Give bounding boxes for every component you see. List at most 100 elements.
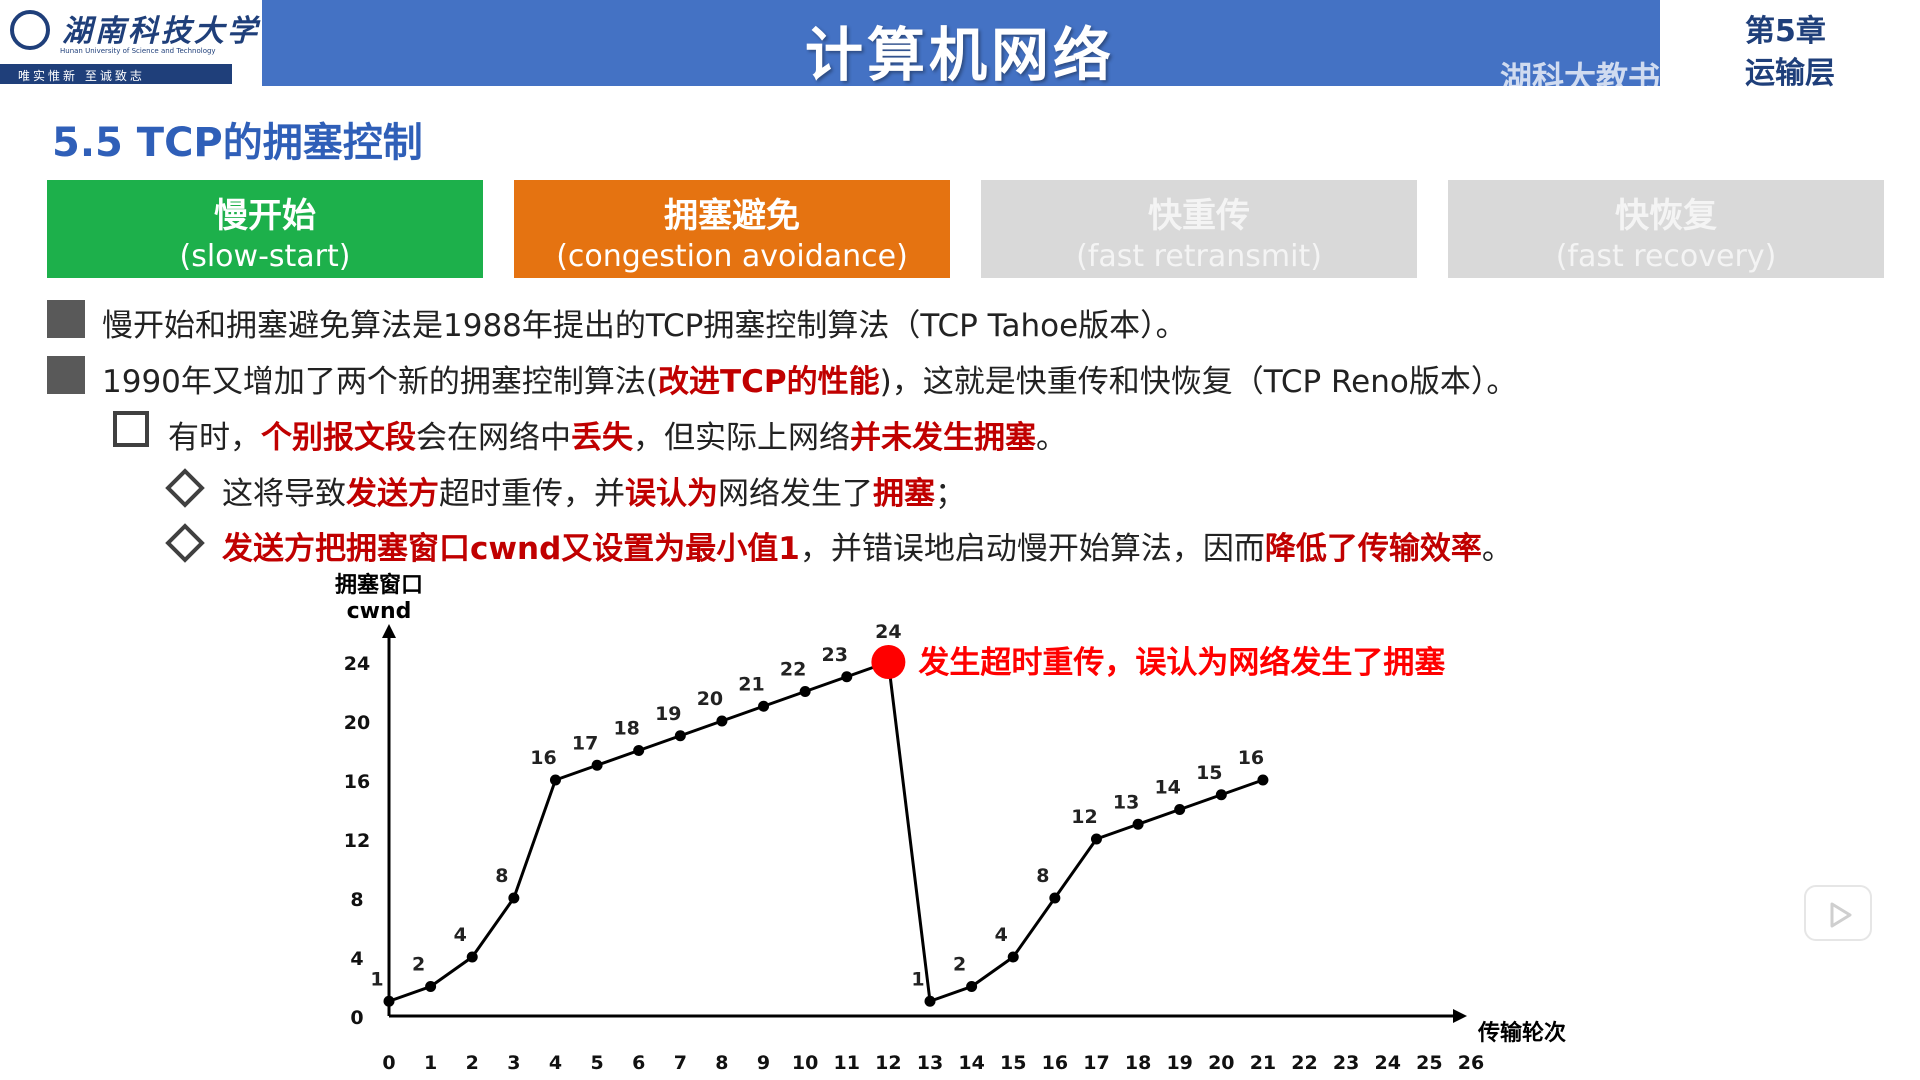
x-tick-label: 8 [715, 1052, 728, 1074]
data-label: 24 [875, 621, 901, 643]
y-axis-arrow-icon [382, 624, 396, 638]
data-point [674, 730, 686, 742]
phase-title: 快恢复 [1615, 196, 1717, 236]
data-point [716, 715, 728, 727]
bullet-square-icon [47, 300, 85, 338]
data-point [1090, 833, 1102, 845]
data-point [1132, 818, 1144, 830]
x-tick-label: 11 [834, 1052, 860, 1074]
bullet-timeout: 这将导致发送方超时重传，并误认为网络发生了拥塞； [222, 476, 966, 512]
x-tick-label: 1 [424, 1052, 437, 1074]
data-point [425, 981, 437, 992]
phase-fast-recovery: 快恢复 (fast recovery) [1448, 180, 1884, 278]
x-tick-label: 7 [674, 1052, 687, 1074]
data-label: 4 [454, 924, 467, 946]
phase-title: 拥塞避免 [664, 196, 800, 236]
university-name-en: Hunan University of Science and Technolo… [60, 47, 216, 55]
x-tick-label: 12 [875, 1052, 901, 1074]
x-tick-label: 23 [1333, 1052, 1359, 1074]
y-tick-label: 0 [350, 1007, 363, 1029]
phase-slow-start: 慢开始 (slow-start) [47, 180, 483, 278]
x-tick-label: 10 [792, 1052, 818, 1074]
x-tick-label: 24 [1375, 1052, 1401, 1074]
data-label: 2 [412, 954, 425, 976]
x-tick-label: 25 [1416, 1052, 1442, 1074]
bullet-tahoe: 慢开始和拥塞避免算法是1988年提出的TCP拥塞控制算法（TCP Tahoe版本… [102, 308, 1187, 344]
x-tick-label: 21 [1250, 1052, 1276, 1074]
motto-bar [0, 64, 232, 84]
timeout-marker [871, 645, 906, 679]
data-label: 1 [911, 968, 924, 990]
section-title: 5.5 TCP的拥塞控制 [52, 120, 423, 166]
data-point [799, 686, 811, 697]
data-label: 13 [1113, 791, 1139, 813]
data-label: 8 [495, 865, 508, 887]
cwnd-line [388, 659, 1264, 1004]
x-axis-label: 传输轮次 [1477, 1020, 1566, 1046]
phase-title: 快重传 [1148, 196, 1250, 236]
data-point [383, 995, 395, 1007]
phase-subtitle: (slow-start) [179, 239, 351, 274]
x-tick-label: 15 [1000, 1052, 1026, 1074]
x-tick-label: 19 [1166, 1052, 1192, 1074]
data-point [1174, 804, 1186, 815]
data-point [841, 671, 853, 683]
y-tick-label: 20 [344, 712, 370, 734]
data-label: 2 [953, 954, 966, 976]
data-point [633, 745, 645, 756]
x-tick-label: 18 [1125, 1052, 1151, 1074]
data-point [549, 774, 561, 786]
x-tick-label: 5 [590, 1052, 603, 1074]
chapter-number: 第5章 [1745, 14, 1826, 49]
data-label: 15 [1196, 762, 1222, 784]
data-label: 8 [1036, 865, 1049, 887]
data-label: 16 [1238, 747, 1264, 769]
data-label: 14 [1154, 777, 1180, 799]
annotation-text: 发生超时重传，误认为网络发生了拥塞 [917, 645, 1445, 681]
chapter-name: 运输层 [1745, 56, 1835, 91]
data-label: 17 [572, 732, 598, 754]
x-tick-label: 6 [632, 1052, 645, 1074]
x-tick-label: 9 [757, 1052, 770, 1074]
data-point [508, 892, 520, 904]
data-label: 23 [822, 644, 848, 666]
y-axis-label: cwnd [347, 599, 412, 624]
watermark: 湖科大教书匠 [1500, 59, 1693, 97]
data-point [758, 700, 770, 712]
y-tick-label: 24 [344, 653, 370, 675]
y-tick-label: 4 [350, 948, 363, 970]
bullet-square-icon [47, 356, 85, 394]
data-label: 16 [530, 747, 556, 769]
play-button[interactable] [1804, 885, 1872, 941]
data-label: 19 [655, 703, 681, 725]
data-label: 20 [697, 688, 723, 710]
phase-subtitle: (fast recovery) [1555, 239, 1777, 274]
data-point [1049, 892, 1061, 904]
phase-title: 慢开始 [214, 196, 316, 236]
university-name: 湖南科技大学 [62, 14, 260, 49]
phase-subtitle: (fast retransmit) [1076, 239, 1322, 274]
phase-subtitle: (congestion avoidance) [556, 239, 908, 274]
chapter-panel [1660, 0, 1920, 86]
x-tick-label: 20 [1208, 1052, 1234, 1074]
bullet-reset-cwnd: 发送方把拥塞窗口cwnd又设置为最小值1，并错误地启动慢开始算法，因而降低了传输… [222, 531, 1513, 567]
x-tick-label: 2 [466, 1052, 479, 1074]
x-tick-label: 26 [1458, 1052, 1484, 1074]
data-point [591, 759, 603, 771]
x-tick-label: 0 [382, 1052, 395, 1074]
bullet-hollow-square-icon [113, 411, 149, 447]
phase-congestion-avoidance: 拥塞避免 (congestion avoidance) [514, 180, 950, 278]
y-tick-label: 8 [350, 889, 363, 911]
data-label: 12 [1071, 806, 1097, 828]
bullet-segment-loss: 有时，个别报文段会在网络中丢失，但实际上网络并未发生拥塞。 [168, 420, 1067, 456]
university-logo-icon [10, 10, 50, 50]
phase-fast-retransmit: 快重传 (fast retransmit) [981, 180, 1417, 278]
y-tick-label: 12 [344, 830, 370, 852]
title-bar [0, 0, 1920, 86]
bullet-reno: 1990年又增加了两个新的拥塞控制算法(改进TCP的性能)，这就是快重传和快恢复… [102, 364, 1518, 400]
data-point [966, 981, 978, 992]
y-axis-label: 拥塞窗口 [335, 572, 423, 598]
data-point [1257, 774, 1269, 786]
data-point [924, 995, 936, 1007]
